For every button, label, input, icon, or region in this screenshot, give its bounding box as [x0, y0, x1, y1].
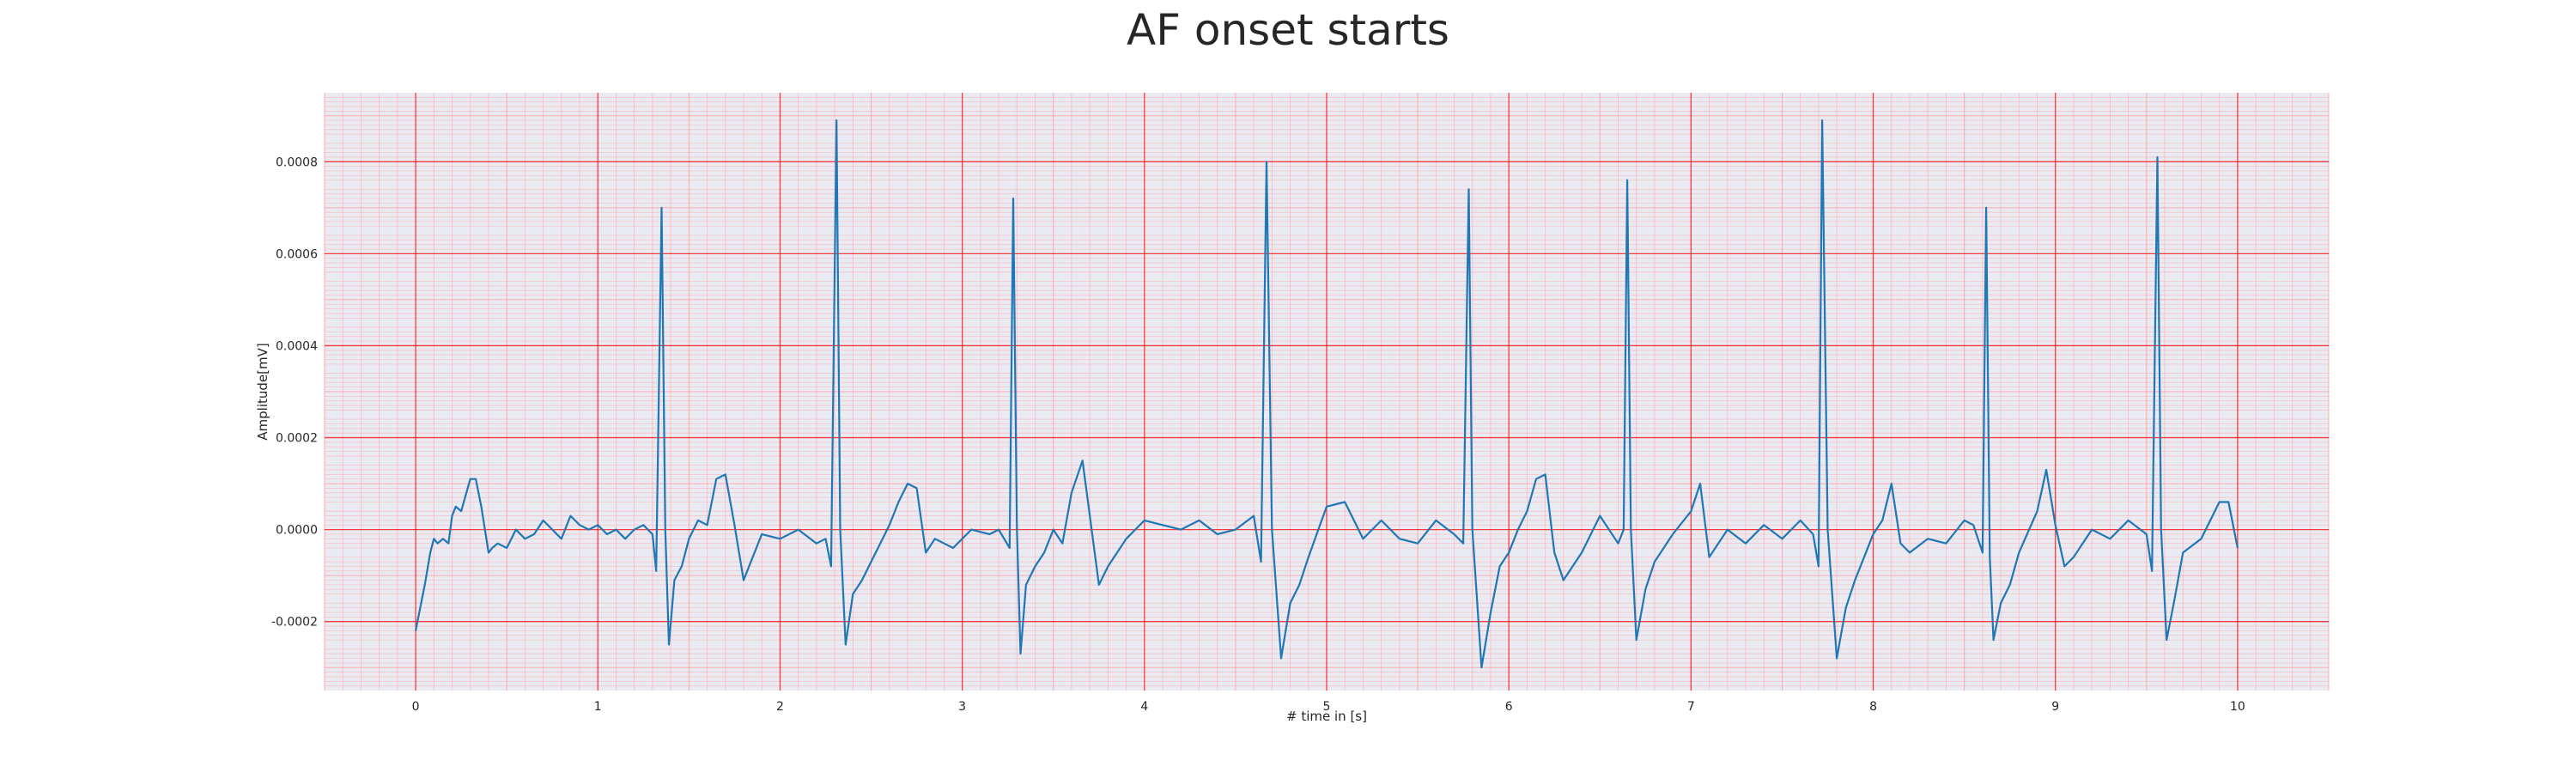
x-tick-label: 4 — [1140, 700, 1148, 714]
x-tick-labels: 0 1 2 3 4 5 6 7 8 9 10 — [412, 700, 2245, 714]
ecg-series-line — [415, 119, 2239, 669]
x-tick-label: 5 — [1323, 700, 1331, 714]
x-tick-label: 10 — [2230, 700, 2245, 714]
y-axis-label: Amplitude[mV] — [255, 343, 270, 440]
y-tick-label: -0.0002 — [271, 616, 318, 630]
x-tick-label: 8 — [1869, 700, 1877, 714]
y-tick-labels: -0.0002 0.0000 0.0002 0.0004 0.0006 0.0008 — [271, 155, 318, 629]
x-tick-label: 6 — [1505, 700, 1513, 714]
x-tick-label: 1 — [594, 700, 602, 714]
series-group — [415, 119, 2239, 669]
y-tick-label: 0.0008 — [276, 155, 318, 169]
y-tick-label: 0.0004 — [276, 339, 318, 353]
x-tick-label: 9 — [2051, 700, 2059, 714]
x-tick-label: 0 — [412, 700, 420, 714]
y-tick-label: 0.0002 — [276, 432, 318, 446]
x-tick-label: 2 — [776, 700, 784, 714]
y-tick-label: 0.0006 — [276, 247, 318, 261]
x-axis-label: # time in [s] — [1286, 709, 1367, 724]
chart-title: AF onset starts — [1127, 5, 1449, 55]
x-tick-label: 3 — [958, 700, 966, 714]
x-tick-label: 7 — [1687, 700, 1695, 714]
y-tick-label: 0.0000 — [276, 524, 318, 538]
